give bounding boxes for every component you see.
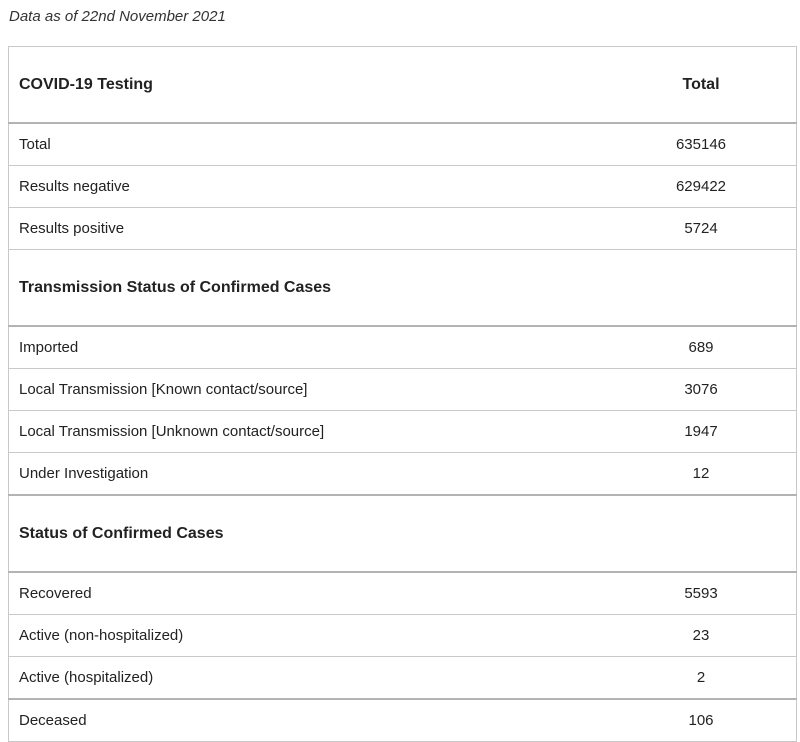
row-value: 5724 (606, 207, 797, 250)
row-value: 1947 (606, 410, 797, 453)
row-label: Total (8, 123, 606, 166)
table-row: Imported 689 (8, 326, 797, 369)
row-value: 2 (606, 656, 797, 700)
section-header-row: Status of Confirmed Cases (8, 495, 797, 573)
row-label: Imported (8, 326, 606, 369)
row-value: 689 (606, 326, 797, 369)
table-row: Local Transmission [Known contact/source… (8, 368, 797, 411)
row-label: Recovered (8, 572, 606, 615)
section-header-row: Transmission Status of Confirmed Cases (8, 249, 797, 327)
header-testing-label: COVID-19 Testing (8, 46, 606, 124)
deceased-label: Deceased (8, 699, 606, 742)
table-row: Under Investigation 12 (8, 452, 797, 496)
row-value: 635146 (606, 123, 797, 166)
table-row: Results negative 629422 (8, 165, 797, 208)
table-row: Active (hospitalized) 2 (8, 656, 797, 700)
row-value: 23 (606, 614, 797, 657)
row-label: Results positive (8, 207, 606, 250)
row-label: Under Investigation (8, 452, 606, 496)
confirmed-cases-status-heading: Status of Confirmed Cases (8, 495, 606, 573)
deceased-value: 106 (606, 699, 797, 742)
row-label: Active (hospitalized) (8, 656, 606, 700)
table-row: Total 635146 (8, 123, 797, 166)
table-row: Recovered 5593 (8, 572, 797, 615)
row-value: 5593 (606, 572, 797, 615)
table-row: Deceased 106 (8, 699, 797, 742)
table-row: Local Transmission [Unknown contact/sour… (8, 410, 797, 453)
transmission-status-heading: Transmission Status of Confirmed Cases (8, 249, 606, 327)
table-row: Active (non-hospitalized) 23 (8, 614, 797, 657)
section-header-empty-cell (606, 249, 797, 327)
table-header-row: COVID-19 Testing Total (8, 46, 797, 124)
data-date-caption: Data as of 22nd November 2021 (9, 8, 226, 25)
row-label: Results negative (8, 165, 606, 208)
row-value: 629422 (606, 165, 797, 208)
table-row: Results positive 5724 (8, 207, 797, 250)
row-label: Local Transmission [Known contact/source… (8, 368, 606, 411)
covid-testing-table: COVID-19 Testing Total Total 635146 Resu… (8, 46, 797, 742)
row-label: Active (non-hospitalized) (8, 614, 606, 657)
row-value: 3076 (606, 368, 797, 411)
row-value: 12 (606, 452, 797, 496)
section-header-empty-cell (606, 495, 797, 573)
row-label: Local Transmission [Unknown contact/sour… (8, 410, 606, 453)
header-total-label: Total (606, 46, 797, 124)
